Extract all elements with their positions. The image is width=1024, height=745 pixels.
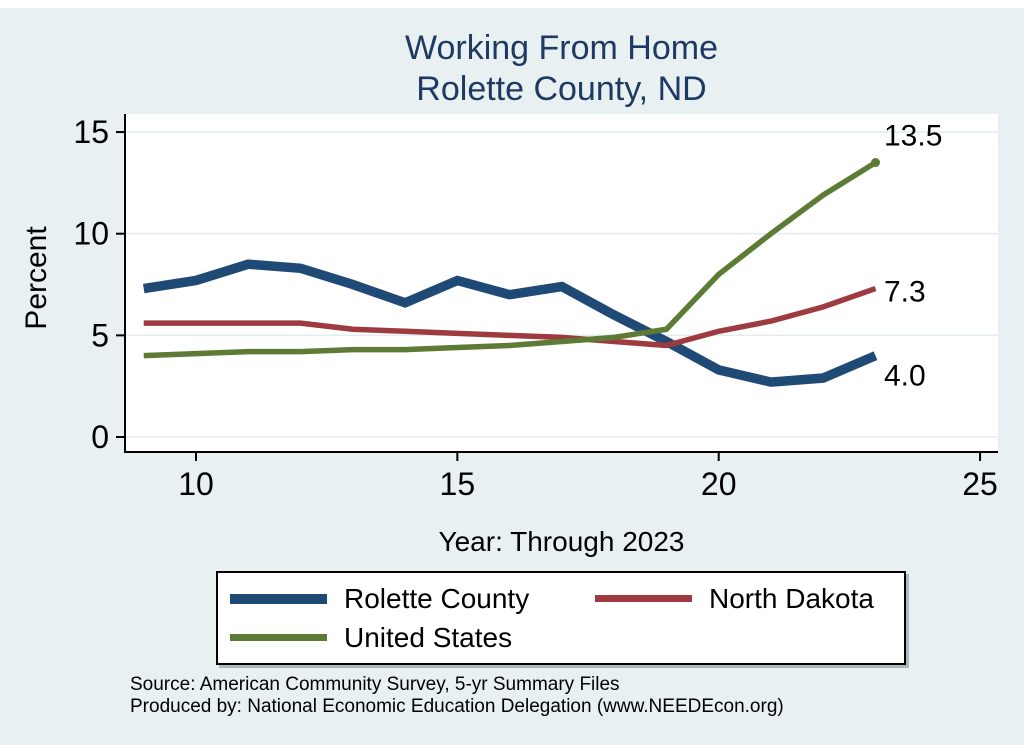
- legend-box: Rolette County North Dakota United State…: [216, 571, 906, 665]
- end-value-label-north-dakota: 7.3: [884, 276, 926, 309]
- legend-label-north-dakota: North Dakota: [709, 582, 874, 614]
- series-line-north-dakota: [143, 285, 877, 349]
- x-axis-title: Year: Through 2023: [438, 526, 685, 557]
- y-tick-label-10: 10: [73, 216, 109, 252]
- legend-swatch-rolette-county: [230, 593, 327, 604]
- x-tick-label-10: 10: [178, 466, 214, 502]
- legend-label-united-states: United States: [344, 621, 513, 653]
- series-line-united-states: [143, 160, 877, 359]
- legend-item-united-states: United States: [230, 621, 595, 653]
- chart-title-line1: Working From Home: [405, 29, 718, 67]
- legend-swatch-united-states: [230, 634, 327, 641]
- source-notes: Source: American Community Survey, 5-yr …: [130, 674, 784, 718]
- legend-item-north-dakota: North Dakota: [595, 582, 904, 614]
- legend-item-rolette-county: Rolette County: [230, 582, 595, 614]
- y-tick-label-15: 15: [73, 114, 109, 150]
- legend-swatch-north-dakota: [595, 595, 692, 602]
- end-value-label-united-states: 13.5: [884, 120, 942, 153]
- x-tick-label-15: 15: [440, 466, 476, 502]
- chart-title: Working From Home Rolette County, ND: [125, 28, 998, 110]
- x-tick-label-25: 25: [962, 466, 998, 502]
- y-tick-label-0: 0: [91, 419, 109, 455]
- legend-label-rolette-county: Rolette County: [344, 582, 530, 614]
- series-end-dot-united-states: [871, 158, 881, 168]
- x-tick-label-20: 20: [701, 466, 737, 502]
- source-line: Source: American Community Survey, 5-yr …: [130, 674, 620, 695]
- chart-title-line2: Rolette County, ND: [416, 70, 707, 108]
- series-line-rolette-county: [142, 259, 878, 387]
- y-axis-title: Percent: [20, 226, 53, 330]
- produced-by-line: Produced by: National Economic Education…: [130, 696, 784, 717]
- end-value-label-rolette-county: 4.0: [884, 360, 926, 393]
- y-tick-label-5: 5: [91, 317, 109, 353]
- wfh-line-chart: 4.0 7.3 13.5 0 5 10 15 10 15 20 25 Percent: [20, 114, 998, 502]
